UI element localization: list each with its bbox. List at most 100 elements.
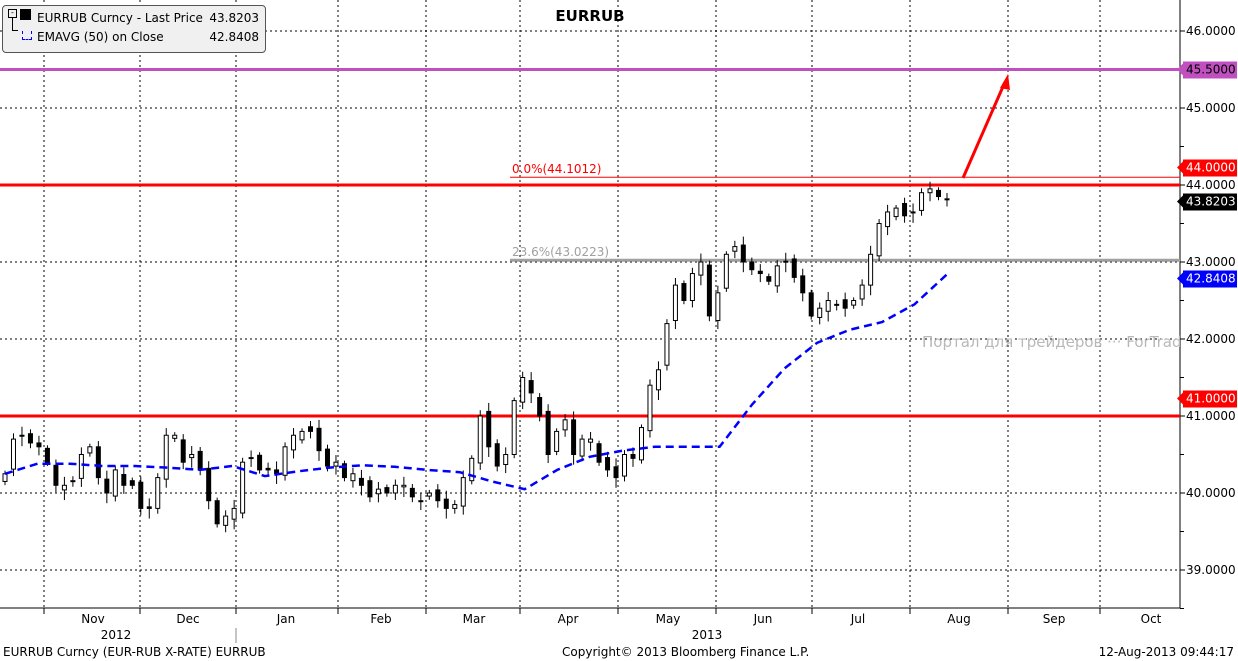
candle-down [180,439,186,463]
candle-down [749,261,755,271]
legend: - EURRUB Curncy - Last Price 43.8203 EMA… [2,5,266,53]
candle-up [2,473,8,482]
candle-down [528,380,534,394]
footer-timestamp: 12-Aug-2013 09:44:17 [1098,645,1234,659]
x-tick-label: Apr [557,612,579,626]
arrow-shaft [961,81,1007,179]
candle-down [605,457,611,471]
candle-down [902,202,908,217]
candle-up [647,384,653,432]
candle-up [401,484,407,488]
candle-up [944,198,950,201]
candle-down [766,276,772,282]
footer-copyright: Copyright© 2013 Bloomberg Finance L.P. [562,645,810,659]
x-tick-label: Jan [276,612,296,626]
candle-up [817,307,823,318]
candle-up [927,188,933,194]
price-tag: 42.8408 [1177,270,1237,288]
candle-up [859,284,865,300]
candle-down [800,275,806,294]
candle-down [545,410,551,456]
candle-down [486,410,492,448]
candle-down [44,447,50,463]
candle-up [426,492,432,497]
candle-up [452,504,458,509]
candle-down [138,481,144,509]
x-tick-label: Jun [753,612,773,626]
candle-up [78,454,84,479]
candle-down [95,446,101,479]
watermark: Портал для трейдеров ··· ForTrader.ru [922,333,1180,351]
ema-line [4,273,948,491]
candle-up [672,284,678,322]
x-tick-label: Sep [1042,612,1066,626]
legend-row-ema: EMAVG (50) on Close 42.8408 [37,29,259,45]
candle-up [172,434,178,439]
fib-label-0: 0.0%(44.1012) [512,162,602,177]
candle-up [723,253,729,289]
candle-up [503,454,509,466]
candle-down [146,506,152,509]
candle-up [655,369,661,391]
candle-up [825,300,831,312]
candle-down [706,264,712,317]
candle-up [774,265,780,287]
chart-title: EURRUB [555,7,625,25]
candle-down [384,487,390,494]
candle-down [808,292,814,317]
x-tick-label: Mar [462,612,486,626]
candle-down [36,442,42,448]
candle-down [613,466,619,479]
legend-value-ema: 42.8408 [209,30,259,44]
price-swatch-icon [20,9,31,20]
candle-up [231,507,237,520]
candle-down [740,244,746,263]
candle-down [206,467,212,502]
collapse-icon[interactable]: - [8,9,17,18]
legend-value-price: 43.8203 [209,11,259,25]
candle-up [375,488,381,495]
y-tick-label: 41.0000 [1186,409,1236,423]
x-tick-label: Jul [850,612,866,626]
candle-up [919,192,925,211]
candle-down [324,448,330,467]
candle-down [435,489,441,502]
candle-up [622,454,628,477]
candle-down [494,443,500,467]
candle-up [910,211,916,214]
candle-up [19,434,25,437]
candle-up [469,457,475,482]
candle-up [868,253,874,286]
candle-down [316,427,322,452]
candle-down [265,467,271,471]
candle-down [214,500,220,525]
candle-up [664,323,670,366]
candle-up [554,430,560,452]
price-tag: 43.8203 [1177,193,1237,211]
arrow-head [1000,74,1010,90]
x-tick-label: May [655,612,681,626]
footer-security: EURRUB Curncy (EUR-RUB X-RATE) EURRUB [3,645,266,659]
candle-up [87,446,93,454]
candle-down [358,477,364,486]
x-tick-label: Feb [370,612,392,626]
candle-up [189,454,195,459]
candle-up [638,427,644,461]
candle-up [715,292,721,322]
candle-down [257,454,263,471]
candle-up [418,500,424,503]
price-tag: 41.0000 [1177,390,1237,408]
candle-down [842,299,848,309]
candle-down [70,480,76,483]
fib-label-23-6: 23.6%(43.0223) [512,245,610,260]
candle-up [282,446,288,476]
candle-up [689,273,695,301]
candle-up [61,484,67,491]
candle-up [588,438,594,443]
tree-connector-icon [12,18,18,31]
x-tick-label: Dec [176,612,200,626]
year-label-2012: 2012 [100,628,132,642]
candle-down [53,464,59,486]
